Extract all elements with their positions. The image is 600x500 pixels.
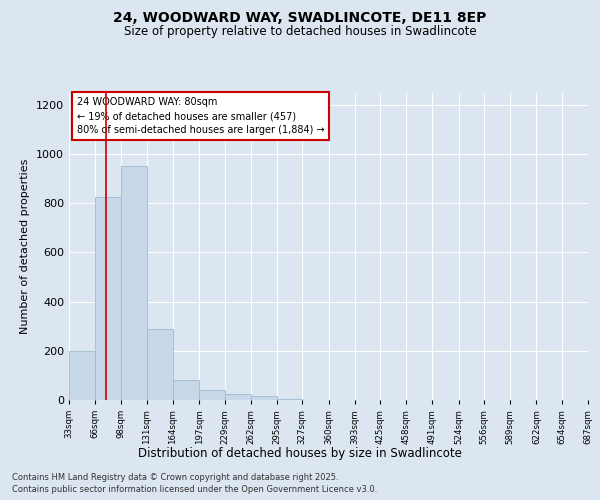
Bar xyxy=(277,399,302,400)
Text: Contains public sector information licensed under the Open Government Licence v3: Contains public sector information licen… xyxy=(12,485,377,494)
Bar xyxy=(121,166,147,400)
Text: Size of property relative to detached houses in Swadlincote: Size of property relative to detached ho… xyxy=(124,25,476,38)
Bar xyxy=(224,394,251,400)
Bar xyxy=(251,396,277,400)
Bar xyxy=(173,380,199,400)
Bar xyxy=(199,390,224,400)
Text: Distribution of detached houses by size in Swadlincote: Distribution of detached houses by size … xyxy=(138,448,462,460)
Bar xyxy=(147,328,173,400)
Bar xyxy=(69,351,95,400)
Y-axis label: Number of detached properties: Number of detached properties xyxy=(20,158,31,334)
Text: Contains HM Land Registry data © Crown copyright and database right 2025.: Contains HM Land Registry data © Crown c… xyxy=(12,472,338,482)
Text: 24 WOODWARD WAY: 80sqm
← 19% of detached houses are smaller (457)
80% of semi-de: 24 WOODWARD WAY: 80sqm ← 19% of detached… xyxy=(77,97,325,135)
Bar xyxy=(95,197,121,400)
Text: 24, WOODWARD WAY, SWADLINCOTE, DE11 8EP: 24, WOODWARD WAY, SWADLINCOTE, DE11 8EP xyxy=(113,11,487,25)
